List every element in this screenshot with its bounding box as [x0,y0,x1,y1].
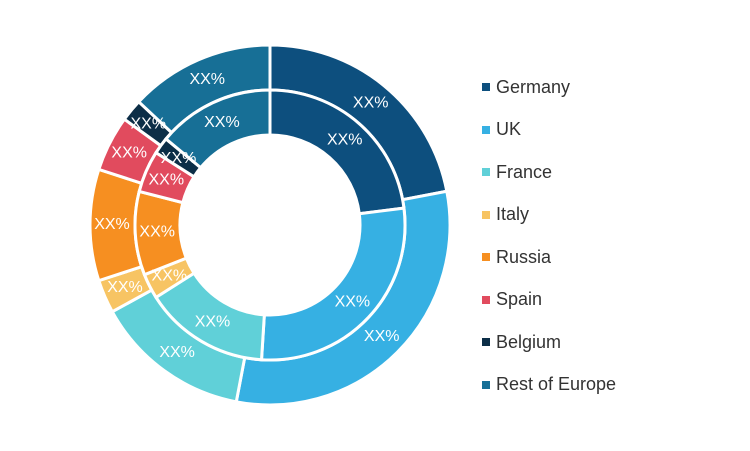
inner-label-belgium: XX% [161,150,197,167]
legend-item-rest-of-europe: Rest of Europe [482,364,616,407]
outer-label-france: XX% [159,344,195,361]
legend-swatch-spain [482,295,490,304]
outer-label-italy: XX% [107,279,143,296]
legend: Germany UK France Italy Russia Spain Bel… [482,66,616,406]
inner-label-france: XX% [195,313,231,330]
legend-item-france: France [482,151,616,194]
outer-label-rest-of-europe: XX% [189,71,225,88]
legend-swatch-russia [482,253,490,262]
legend-item-uk: UK [482,109,616,152]
legend-label-russia: Russia [496,246,552,267]
inner-label-spain: XX% [149,171,185,188]
inner-slice-rest-of-europe [163,88,272,170]
legend-swatch-rest-of-europe [482,380,490,389]
legend-swatch-belgium [482,338,490,347]
outer-label-russia: XX% [94,216,130,233]
outer-label-spain: XX% [111,144,147,161]
legend-label-rest-of-europe: Rest of Europe [496,374,617,395]
inner-label-uk: XX% [335,294,371,311]
legend-label-italy: Italy [496,204,530,225]
legend-label-belgium: Belgium [496,331,562,352]
legend-label-uk: UK [496,119,522,140]
inner-label-russia: XX% [139,223,175,240]
legend-item-russia: Russia [482,236,616,279]
legend-label-spain: Spain [496,289,543,310]
legend-label-france: France [496,161,553,182]
inner-label-rest-of-europe: XX% [204,114,240,131]
legend-item-italy: Italy [482,194,616,237]
outer-label-uk: XX% [364,328,400,345]
legend-swatch-italy [482,210,490,219]
legend-swatch-france [482,168,490,177]
legend-label-germany: Germany [496,76,571,97]
legend-swatch-uk [482,125,490,134]
outer-label-germany: XX% [353,94,389,111]
legend-item-germany: Germany [482,66,616,109]
legend-swatch-germany [482,83,490,92]
inner-label-germany: XX% [327,131,363,148]
inner-label-italy: XX% [152,268,188,285]
legend-item-belgium: Belgium [482,321,616,364]
outer-label-belgium: XX% [130,116,166,133]
legend-item-spain: Spain [482,279,616,322]
